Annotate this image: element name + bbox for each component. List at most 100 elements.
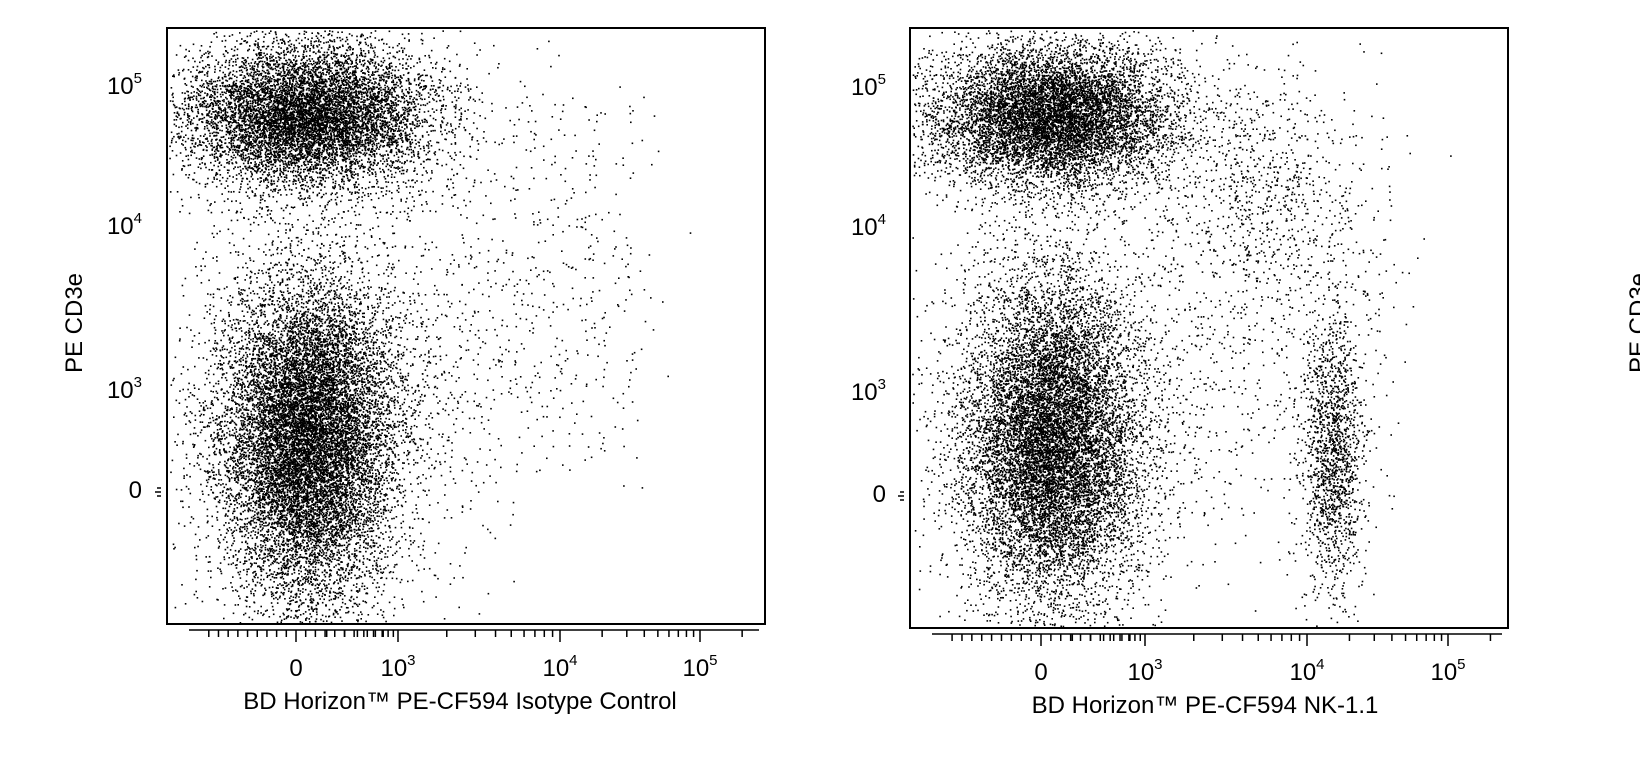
scatter-point xyxy=(413,101,415,103)
scatter-point xyxy=(275,108,278,111)
scatter-point xyxy=(330,50,333,53)
scatter-point xyxy=(300,62,302,65)
scatter-point xyxy=(330,75,332,77)
scatter-point xyxy=(274,165,277,167)
scatter-point xyxy=(318,116,320,119)
scatter-point xyxy=(293,135,295,138)
scatter-point xyxy=(281,148,283,150)
scatter-point xyxy=(353,109,356,111)
scatter-point xyxy=(206,137,208,139)
scatter-point xyxy=(280,47,282,49)
scatter-point xyxy=(483,131,485,133)
scatter-point xyxy=(220,183,223,185)
scatter-point xyxy=(366,99,369,101)
scatter-point xyxy=(243,59,246,62)
scatter-point xyxy=(257,44,259,46)
scatter-point xyxy=(388,75,391,78)
scatter-point xyxy=(347,63,350,65)
scatter-point xyxy=(273,76,275,78)
scatter-point xyxy=(346,79,348,81)
scatter-point xyxy=(181,168,183,170)
scatter-point xyxy=(253,43,256,45)
scatter-point xyxy=(256,73,259,75)
scatter-point xyxy=(364,62,366,65)
scatter-point xyxy=(389,170,392,172)
scatter-point xyxy=(367,157,370,160)
scatter-point xyxy=(178,107,181,109)
scatter-point xyxy=(247,187,249,190)
scatter-point xyxy=(383,160,386,163)
scatter-point xyxy=(420,104,422,107)
scatter-point xyxy=(292,169,295,172)
scatter-point xyxy=(222,71,224,74)
scatter-point xyxy=(184,104,187,106)
scatter-point xyxy=(267,116,270,119)
scatter-point xyxy=(381,124,384,126)
scatter-point xyxy=(395,160,397,162)
scatter-point xyxy=(250,96,252,99)
scatter-point xyxy=(272,40,275,43)
scatter-point xyxy=(421,32,423,35)
scatter-point xyxy=(206,94,208,97)
scatter-point xyxy=(375,144,378,147)
scatter-point xyxy=(377,74,380,77)
scatter-point xyxy=(228,151,230,153)
scatter-point xyxy=(305,89,308,91)
scatter-point xyxy=(283,42,286,44)
scatter-point xyxy=(369,228,371,231)
scatter-point xyxy=(374,136,376,138)
scatter-point xyxy=(266,214,269,216)
scatter-point xyxy=(205,166,207,169)
scatter-point xyxy=(363,194,366,197)
scatter-point xyxy=(315,40,317,42)
scatter-point xyxy=(235,125,238,128)
scatter-point xyxy=(255,166,258,169)
scatter-point xyxy=(362,60,364,62)
scatter-point xyxy=(263,36,265,38)
scatter-point xyxy=(245,112,247,114)
scatter-point xyxy=(304,95,306,98)
scatter-point xyxy=(243,119,245,121)
scatter-point xyxy=(254,163,256,166)
scatter-point xyxy=(236,76,238,79)
scatter-point xyxy=(396,189,398,192)
scatter-point xyxy=(307,82,309,84)
scatter-point xyxy=(367,74,370,76)
scatter-point xyxy=(178,72,181,74)
scatter-point xyxy=(358,165,360,167)
scatter-point xyxy=(197,166,200,168)
scatter-point xyxy=(351,48,354,51)
scatter-point xyxy=(340,132,342,134)
scatter-point xyxy=(526,96,528,99)
scatter-point xyxy=(252,138,254,141)
scatter-point xyxy=(446,47,449,49)
scatter-point xyxy=(223,109,225,111)
scatter-point xyxy=(307,169,310,172)
scatter-point xyxy=(267,181,270,184)
scatter-point xyxy=(290,77,293,80)
scatter-point xyxy=(397,84,399,87)
scatter-point xyxy=(210,161,212,164)
scatter-point xyxy=(285,157,288,160)
scatter-point xyxy=(311,184,313,187)
scatter-point xyxy=(254,61,257,63)
scatter-point xyxy=(332,52,335,55)
scatter-point xyxy=(338,90,340,92)
scatter-point xyxy=(402,74,405,76)
scatter-point xyxy=(479,115,481,117)
scatter-point xyxy=(220,164,223,166)
scatter-point xyxy=(235,122,238,124)
scatter-point xyxy=(268,106,270,108)
scatter-point xyxy=(309,48,311,50)
scatter-point xyxy=(454,96,456,98)
scatter-point xyxy=(243,92,246,95)
scatter-point xyxy=(253,109,256,111)
scatter-point xyxy=(244,80,247,83)
scatter-point xyxy=(389,104,391,107)
scatter-point xyxy=(253,65,256,68)
scatter-point xyxy=(434,94,437,96)
scatter-point xyxy=(426,74,428,77)
scatter-point xyxy=(220,146,223,149)
scatter-point xyxy=(344,79,346,81)
scatter-point xyxy=(454,90,456,93)
